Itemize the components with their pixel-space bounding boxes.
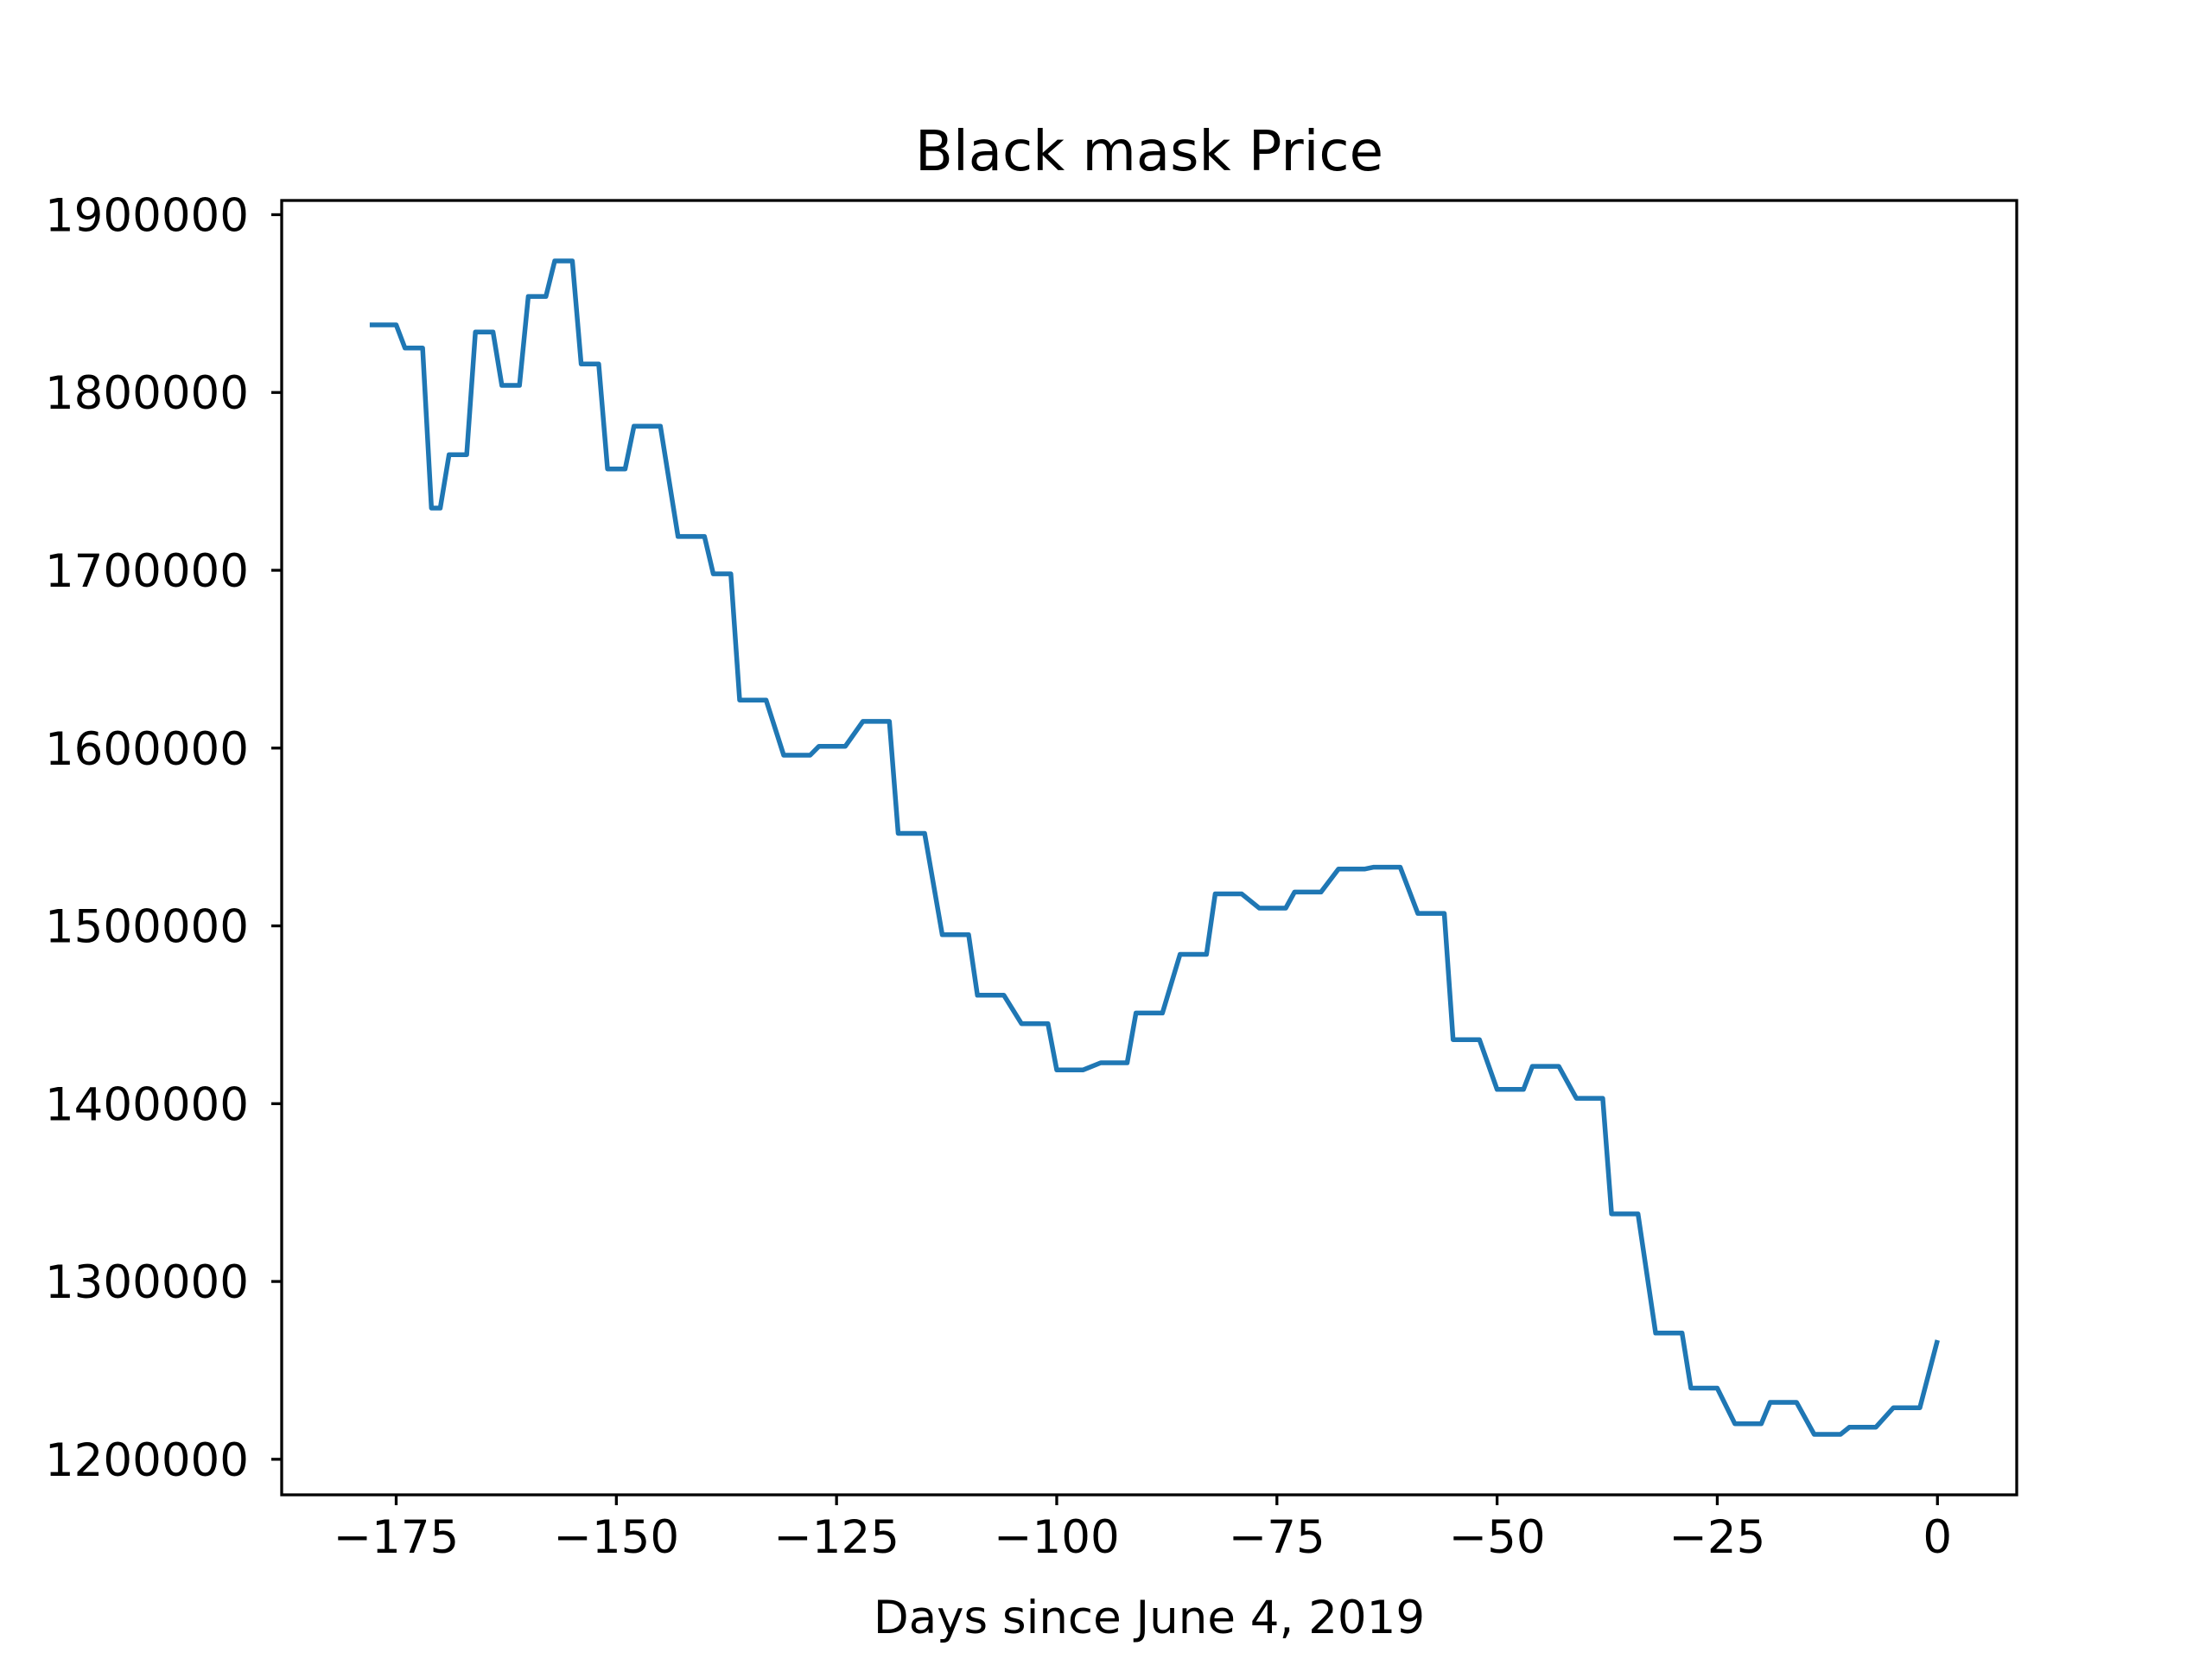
x-tick-label: −150 [554, 1511, 680, 1564]
x-tick-label: −100 [994, 1511, 1120, 1564]
y-tick-label: 1600000 [45, 723, 249, 776]
x-tick-label: 0 [1923, 1511, 1952, 1564]
y-tick-label: 1200000 [45, 1434, 249, 1487]
x-tick-label: −175 [334, 1511, 460, 1564]
y-tick-label: 1300000 [45, 1256, 249, 1309]
y-tick-label: 1800000 [45, 367, 249, 420]
axes-frame [280, 199, 2018, 1497]
y-tick-label: 1500000 [45, 901, 249, 954]
y-tick-label: 1900000 [45, 189, 249, 242]
chart-title: Black mask Price [915, 120, 1383, 184]
y-axis-ticks: 1200000 1300000 1400000 1500000 1600000 17000… [45, 189, 282, 1487]
x-tick-label: −125 [773, 1511, 899, 1564]
x-axis-label: Days since June 4, 2019 [874, 1592, 1425, 1644]
x-tick-label: −75 [1229, 1511, 1325, 1564]
series-layer [369, 258, 1940, 1437]
price-series-line [369, 258, 1940, 1437]
x-tick-label: −25 [1669, 1511, 1766, 1564]
x-axis-ticks: −175 −150 −125 −100 −75 −50 −25 0 [334, 1495, 1952, 1564]
x-tick-label: −50 [1449, 1511, 1546, 1564]
y-tick-label: 1700000 [45, 545, 249, 598]
plot-area: 1200000 1300000 1400000 1500000 1600000 17000… [45, 189, 2018, 1564]
y-tick-label: 1400000 [45, 1078, 249, 1131]
